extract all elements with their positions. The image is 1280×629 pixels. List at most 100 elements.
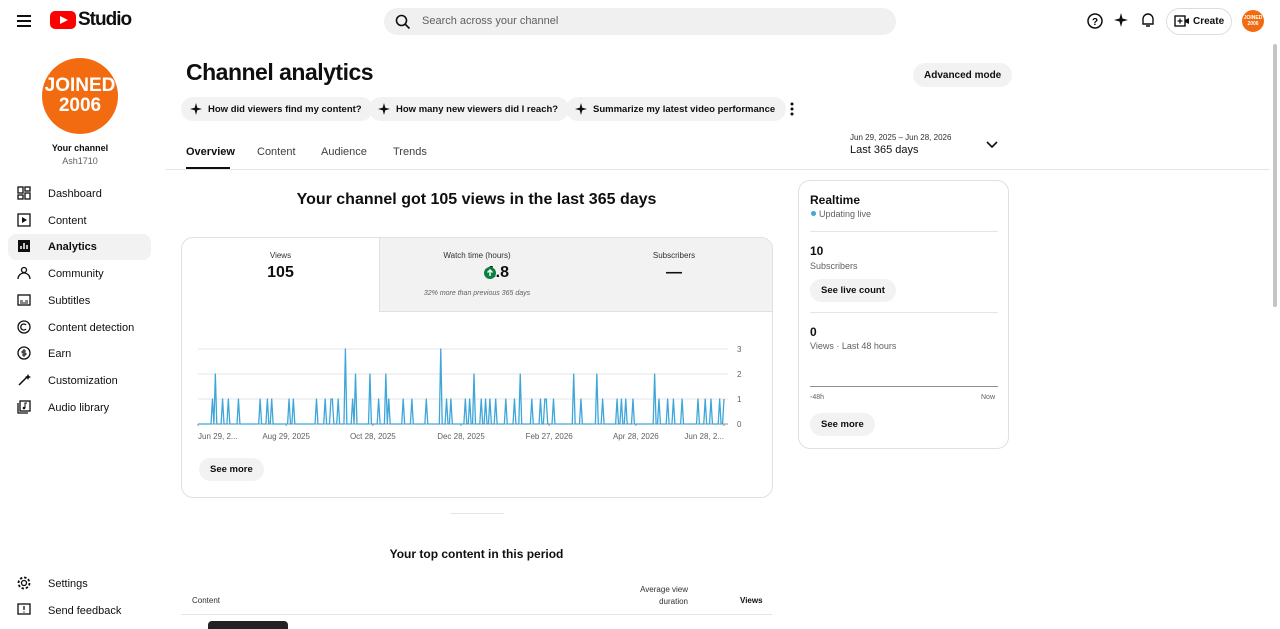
see-more-button[interactable]: See more <box>199 458 264 481</box>
metric-note: 32% more than previous 365 days <box>423 290 531 297</box>
column-header[interactable]: Views <box>740 596 763 605</box>
prompt-chip[interactable]: How many new viewers did I reach? <box>369 97 570 121</box>
subscriber-count: 10 <box>810 244 824 258</box>
nav-item[interactable]: Analytics <box>8 234 151 261</box>
nav-label: Community <box>48 268 104 281</box>
nav-label: Content detection <box>48 321 135 334</box>
nav-label: Audio library <box>48 401 110 414</box>
divider <box>450 513 504 514</box>
create-icon <box>1174 15 1189 27</box>
nav-label: Content <box>48 214 87 227</box>
metric-label[interactable]: Watch time (hours) <box>443 251 511 260</box>
realtime-card: Realtime Updating live 10 Subscribers Se… <box>798 180 1009 449</box>
nav-icon <box>17 266 31 280</box>
metric-tab-bg[interactable] <box>576 238 772 312</box>
dropdown-icon[interactable] <box>986 141 998 149</box>
nav-item[interactable]: Dashboard <box>8 181 151 207</box>
avatar-line: JOINED <box>1243 15 1263 21</box>
metric-value: 105 <box>267 264 294 281</box>
metric-label[interactable]: Subscribers <box>652 251 696 260</box>
views-count: 0 <box>810 325 817 339</box>
channel-handle: Ash1710 <box>62 156 98 166</box>
channel-avatar[interactable]: JOINED 2006 <box>42 58 118 134</box>
top-content-title: Your top content in this period <box>389 547 564 561</box>
page-title: Channel analytics <box>186 59 374 85</box>
prompt-chip[interactable]: Summarize my latest video performance <box>566 97 787 121</box>
more-icon[interactable] <box>788 101 796 117</box>
search-icon <box>395 14 411 30</box>
prompt-chip[interactable]: How did viewers find my content? <box>181 97 373 121</box>
help-icon[interactable]: ? <box>1087 13 1103 29</box>
menu-icon[interactable] <box>17 14 33 28</box>
channel-label: Your channel <box>51 143 109 153</box>
account-avatar[interactable]: JOINED 2006 <box>1242 10 1264 32</box>
views-line <box>198 348 725 425</box>
live-count-button[interactable]: See live count <box>810 279 896 302</box>
create-label: Create <box>1193 16 1225 27</box>
logo-icon[interactable] <box>50 11 76 29</box>
x-tick-label: Aug 29, 2025 <box>262 432 310 441</box>
metric-label[interactable]: Views <box>269 251 292 260</box>
date-period[interactable]: Last 365 days <box>850 144 919 156</box>
tab[interactable]: Audience <box>321 146 367 158</box>
nav-label: Subtitles <box>48 294 91 307</box>
metric-tab-border <box>379 311 772 312</box>
tab[interactable]: Trends <box>393 146 427 158</box>
divider <box>810 312 998 313</box>
nav-item[interactable]: Earn <box>8 341 151 367</box>
y-tick-label: 2 <box>737 370 742 379</box>
date-range[interactable]: Jun 29, 2025 – Jun 28, 2026 <box>850 133 952 142</box>
x-tick-label: Oct 28, 2025 <box>350 432 396 441</box>
realtime-status: Updating live <box>819 209 872 219</box>
prompt-label: Summarize my latest video performance <box>593 103 776 115</box>
active-tab-indicator <box>186 167 230 169</box>
avatar-line: 2006 <box>58 95 102 116</box>
subscriber-label: Subscribers <box>810 261 858 271</box>
nav-label: Settings <box>48 578 88 590</box>
nav-item[interactable]: Subtitles <box>8 288 151 314</box>
nav-label: Customization <box>48 374 118 387</box>
nav-item[interactable]: Audio library <box>8 395 151 421</box>
search-bar[interactable]: Search across your channel <box>384 8 896 35</box>
nav-label: Send feedback <box>48 604 122 617</box>
notifications-icon[interactable] <box>1141 12 1155 28</box>
video-thumbnail[interactable] <box>208 621 288 629</box>
avatar-line: 2006 <box>1247 21 1259 27</box>
scrollbar[interactable] <box>1273 44 1277 307</box>
ai-icon[interactable] <box>1114 13 1128 27</box>
see-more-button[interactable]: See more <box>810 413 875 436</box>
nav-icon <box>17 602 31 615</box>
advanced-mode-button[interactable]: Advanced mode <box>913 63 1013 87</box>
search-placeholder: Search across your channel <box>422 15 559 27</box>
nav-icon <box>17 319 31 334</box>
column-header[interactable]: Content <box>192 596 221 605</box>
metric-tab-bg[interactable] <box>379 238 577 312</box>
tab[interactable]: Content <box>257 146 296 158</box>
tab[interactable]: Overview <box>186 146 235 158</box>
x-tick-label: Apr 28, 2026 <box>613 432 659 441</box>
realtime-title: Realtime <box>810 193 861 207</box>
live-dot <box>811 211 816 216</box>
y-tick-label: 1 <box>737 395 742 404</box>
realtime-axis <box>810 386 998 387</box>
axis-end: Now <box>981 394 996 401</box>
nav-item[interactable]: Content detection <box>8 315 151 341</box>
prompt-label: How many new viewers did I reach? <box>396 103 559 115</box>
nav-item[interactable]: Community <box>8 261 151 287</box>
logo-text[interactable]: Studio <box>78 9 132 30</box>
nav-item[interactable]: Send feedback <box>8 598 151 624</box>
y-tick-label: 3 <box>737 345 742 354</box>
nav-item[interactable]: Content <box>8 208 151 234</box>
nav-icon <box>17 399 31 414</box>
nav-icon <box>17 213 31 227</box>
ai-icon <box>575 103 587 115</box>
avatar-line: JOINED <box>44 75 116 96</box>
nav-item[interactable]: Settings <box>8 571 151 597</box>
nav-icon <box>17 186 31 200</box>
column-header[interactable]: Average view duration <box>640 585 688 606</box>
nav-icon <box>17 294 31 306</box>
divider <box>810 231 998 232</box>
create-button[interactable]: Create <box>1166 8 1232 35</box>
nav-item[interactable]: Customization <box>8 368 151 394</box>
